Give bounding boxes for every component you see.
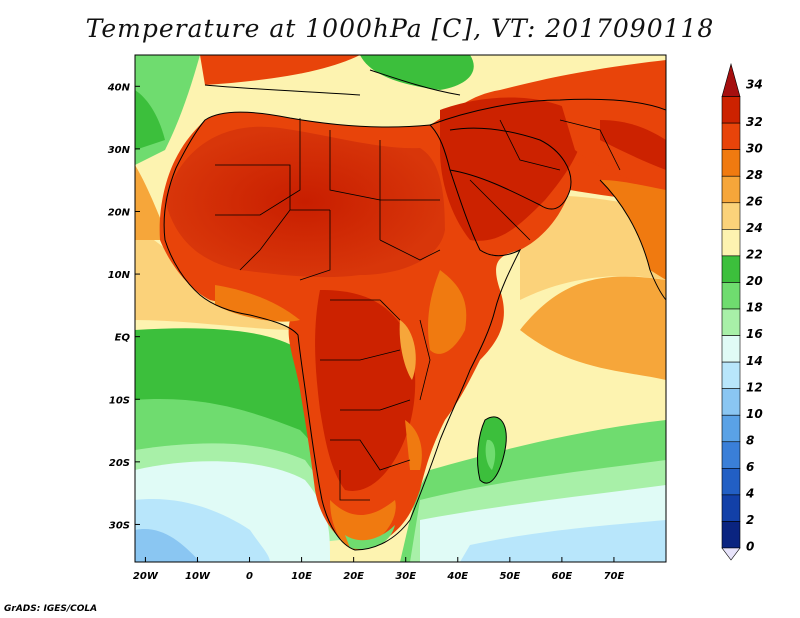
colorbar-swatch [721, 361, 741, 389]
colorbar-label: 24 [746, 221, 763, 235]
credit-text: GrADS: IGES/COLA [4, 604, 98, 614]
colorbar-label: 22 [746, 248, 763, 262]
colorbar-swatch [721, 122, 741, 150]
colorbar-label: 12 [746, 380, 763, 394]
colorbar-swatch [721, 521, 741, 549]
colorbar-label: 16 [746, 327, 763, 341]
latitude-axis: 40N 30N 20N 10N EQ 10S 20S 30S [107, 82, 140, 531]
colorbar-swatch [721, 308, 741, 336]
lon-label: 50E [499, 571, 520, 582]
colorbar-label: 28 [746, 168, 763, 182]
colorbar-swatch [721, 202, 741, 230]
lon-label: 10W [185, 571, 211, 582]
lon-label: 20W [133, 571, 159, 582]
colorbar-label: 34 [746, 78, 763, 92]
colorbar-min-triangle [721, 547, 741, 561]
colorbar-label: 6 [746, 460, 754, 474]
colorbar-swatch [721, 335, 741, 363]
longitude-axis: 20W 10W 0 10E 20E 30E 40E 50E 60E 70E [133, 557, 625, 582]
colorbar-swatch [721, 229, 741, 257]
lat-label: 40N [107, 82, 131, 93]
colorbar-swatch [721, 255, 741, 283]
colorbar-swatch [721, 62, 741, 97]
coastline-borders [163, 69, 666, 551]
temperature-field [135, 55, 666, 562]
colorbar-label: 10 [746, 407, 763, 421]
lon-label: 70E [604, 571, 625, 582]
map-frame [134, 54, 667, 563]
lon-label: 30E [395, 571, 416, 582]
colorbar-swatch [721, 468, 741, 496]
colorbar-label: 32 [746, 115, 763, 129]
lon-label: 10E [291, 571, 312, 582]
colorbar-label: 26 [746, 194, 763, 208]
colorbar-swatch [721, 149, 741, 177]
colorbar-label: 18 [746, 301, 763, 315]
colorbar-label: 0 [746, 540, 754, 554]
lon-label: 40E [446, 571, 468, 582]
lat-label: 30S [109, 520, 130, 531]
lon-label: 60E [552, 571, 573, 582]
colorbar-swatch [721, 388, 741, 416]
colorbar-label: 14 [746, 354, 763, 368]
lat-label: 10N [108, 270, 131, 281]
colorbar-swatch [721, 96, 741, 124]
lat-label: EQ [115, 333, 131, 344]
colorbar-label: 20 [746, 274, 763, 288]
lat-label: 10S [109, 395, 130, 406]
colorbar-swatch [721, 494, 741, 522]
colorbar-swatch [721, 441, 741, 469]
colorbar-swatch [721, 282, 741, 310]
map-title: Temperature at 1000hPa [C], VT: 20170901… [85, 14, 715, 43]
colorbar-label: 2 [746, 513, 754, 527]
colorbar-swatch [721, 175, 741, 204]
lat-label: 20S [109, 458, 130, 469]
colorbar-label: 30 [746, 141, 763, 155]
lat-label: 30N [108, 145, 131, 156]
lon-label: 20E [343, 571, 364, 582]
colorbar-label: 4 [745, 487, 754, 501]
colorbar-swatch [721, 414, 741, 443]
lon-label: 0 [246, 571, 253, 582]
lat-label: 20N [108, 207, 131, 218]
colorbar-label: 8 [746, 433, 754, 447]
